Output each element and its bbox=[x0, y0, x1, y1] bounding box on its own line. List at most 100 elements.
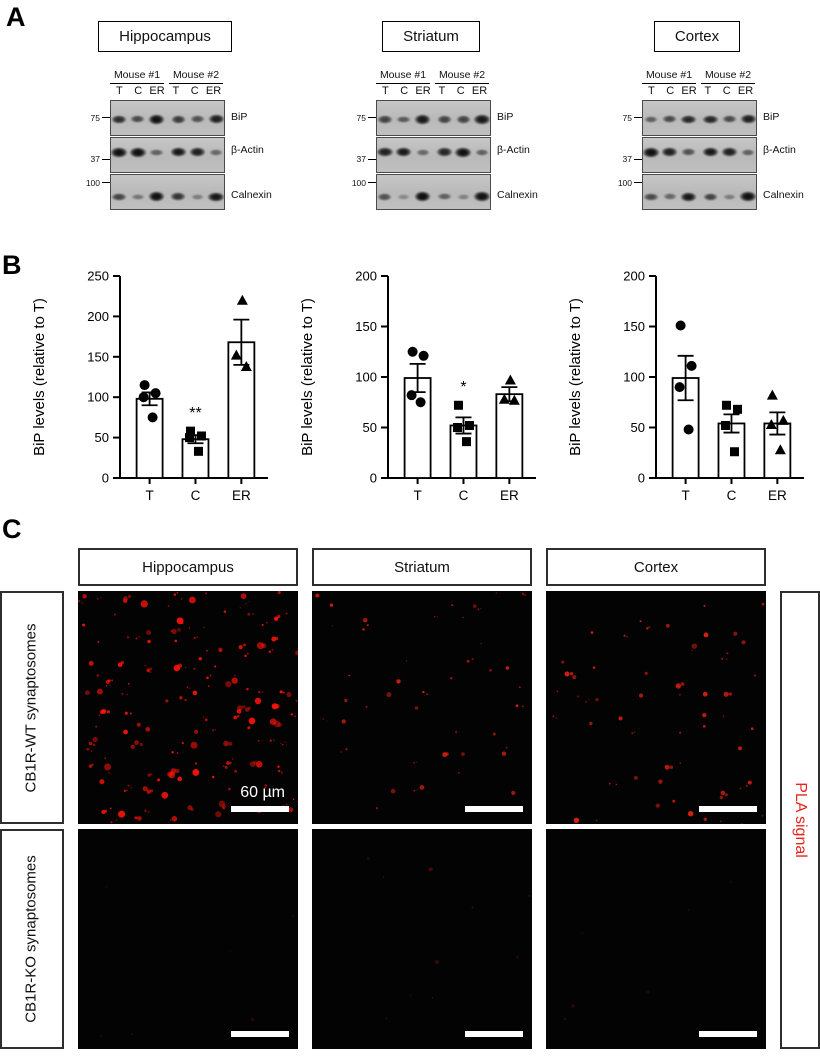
svg-text:50: 50 bbox=[631, 420, 645, 435]
svg-text:50: 50 bbox=[95, 430, 109, 445]
protein-band bbox=[702, 192, 719, 202]
region-title: Hippocampus bbox=[98, 21, 232, 52]
lane-label: ER bbox=[737, 85, 754, 97]
svg-text:C: C bbox=[191, 488, 201, 503]
mw-marker-value: 75 bbox=[356, 112, 366, 123]
mw-marker-tick bbox=[368, 182, 376, 184]
protein-band bbox=[149, 148, 164, 156]
mw-marker: 100 bbox=[80, 178, 110, 188]
lane-label: C bbox=[666, 85, 675, 97]
protein-band bbox=[111, 114, 128, 125]
protein-label: β-Actin bbox=[497, 144, 530, 157]
pla-signal-box: PLA signal bbox=[780, 591, 820, 1049]
panel-a-label: A bbox=[6, 2, 26, 32]
pla-signal-label: PLA signal bbox=[792, 782, 809, 858]
lane-labels-row: T C ER T C ER bbox=[110, 85, 223, 97]
protein-band bbox=[721, 115, 737, 124]
mw-marker-tick bbox=[102, 182, 110, 184]
mouse-label: Mouse #2 bbox=[169, 69, 223, 84]
svg-text:T: T bbox=[681, 488, 689, 503]
column-header-hippocampus: Hippocampus bbox=[78, 548, 298, 586]
scale-bar bbox=[231, 806, 289, 812]
lane-label: ER bbox=[471, 85, 488, 97]
blot-image-bip bbox=[110, 100, 225, 136]
mw-marker-tick bbox=[634, 182, 642, 184]
lane-labels-row: T C ER T C ER bbox=[376, 85, 489, 97]
protein-label: BiP bbox=[497, 111, 514, 124]
lane-label: T bbox=[704, 85, 712, 97]
svg-text:BiP levels (relative to T): BiP levels (relative to T) bbox=[299, 298, 316, 456]
protein-band bbox=[207, 191, 224, 202]
pla-dots-ko-hippocampus bbox=[99, 885, 294, 1038]
lane-label: T bbox=[116, 85, 123, 97]
protein-band bbox=[188, 147, 206, 158]
protein-label: Calnexin bbox=[231, 188, 272, 201]
protein-label: Calnexin bbox=[497, 188, 538, 201]
mouse-label: Mouse #2 bbox=[435, 69, 489, 84]
protein-band bbox=[377, 115, 393, 124]
protein-band bbox=[455, 115, 472, 124]
blot-row: 37 β-Actin bbox=[612, 137, 820, 173]
region-title: Striatum bbox=[382, 21, 480, 52]
mw-marker-value: 100 bbox=[85, 177, 100, 188]
svg-text:BiP levels (relative to T): BiP levels (relative to T) bbox=[31, 298, 48, 456]
mw-marker: 100 bbox=[346, 178, 376, 188]
blot-image-calnexin bbox=[376, 174, 491, 210]
mw-marker-value: 37 bbox=[622, 154, 632, 165]
mw-marker: 37 bbox=[80, 154, 110, 164]
protein-band bbox=[131, 193, 145, 200]
svg-text:BiP levels (relative to T): BiP levels (relative to T) bbox=[567, 298, 584, 456]
blot-row: 75 BiP bbox=[612, 100, 820, 136]
protein-band bbox=[679, 191, 698, 202]
pla-image-wt-striatum bbox=[312, 591, 532, 824]
protein-band bbox=[396, 115, 412, 124]
mw-marker-value: 37 bbox=[90, 154, 100, 165]
protein-band bbox=[661, 147, 679, 158]
protein-band bbox=[209, 148, 224, 156]
pla-image-ko-hippocampus bbox=[78, 829, 298, 1049]
mouse-label: Mouse #2 bbox=[701, 69, 755, 84]
svg-text:150: 150 bbox=[623, 319, 645, 334]
scale-bar bbox=[465, 806, 523, 812]
protein-label: β-Actin bbox=[231, 144, 264, 157]
row-label-box-wt: CB1R-WT synaptosomes bbox=[0, 591, 64, 824]
protein-band bbox=[111, 146, 128, 158]
panel-c-pla-grid: Hippocampus Striatum Cortex CB1R-WT syna… bbox=[0, 548, 820, 1049]
svg-text:200: 200 bbox=[623, 269, 645, 284]
svg-text:C: C bbox=[727, 488, 737, 503]
lane-label: C bbox=[400, 85, 409, 97]
pla-image-wt-cortex bbox=[546, 591, 766, 824]
lane-label: ER bbox=[149, 85, 165, 97]
mw-marker: 75 bbox=[80, 113, 110, 123]
protein-band bbox=[190, 193, 204, 200]
scale-bar bbox=[465, 1031, 523, 1037]
protein-band bbox=[437, 193, 452, 201]
svg-text:150: 150 bbox=[87, 349, 109, 364]
lane-label: C bbox=[456, 85, 465, 97]
svg-text:0: 0 bbox=[638, 471, 645, 486]
mw-marker: 75 bbox=[346, 113, 376, 123]
lane-label: T bbox=[172, 85, 180, 97]
mouse-labels-row: Mouse #1 Mouse #2 bbox=[110, 69, 223, 84]
protein-band bbox=[702, 114, 719, 125]
pla-dots-wt-cortex bbox=[552, 602, 765, 824]
protein-band bbox=[720, 147, 738, 158]
protein-band bbox=[701, 147, 720, 158]
bip-levels-chart-cortex: 0 50 100 150 200 T C ER BiP levels (relative to … bbox=[567, 269, 804, 503]
protein-band bbox=[662, 193, 677, 201]
blot-row: 75 BiP bbox=[346, 100, 556, 136]
svg-text:200: 200 bbox=[87, 309, 109, 324]
protein-band bbox=[436, 115, 453, 124]
protein-band bbox=[681, 148, 697, 157]
panel-b-label: B bbox=[2, 250, 22, 280]
blot-row: 100 Calnexin bbox=[80, 174, 290, 210]
protein-band bbox=[169, 147, 188, 158]
pla-dots-ko-cortex bbox=[563, 881, 733, 1021]
protein-band bbox=[147, 191, 166, 203]
panel-a-western-blots: Hippocampus Mouse #1 Mouse #2 T C ER T C ER 75 BiP… bbox=[40, 21, 820, 210]
svg-text:ER: ER bbox=[500, 488, 519, 503]
svg-text:T: T bbox=[145, 488, 153, 503]
svg-text:50: 50 bbox=[363, 420, 377, 435]
protein-band bbox=[436, 147, 453, 158]
mw-marker: 37 bbox=[346, 154, 376, 164]
